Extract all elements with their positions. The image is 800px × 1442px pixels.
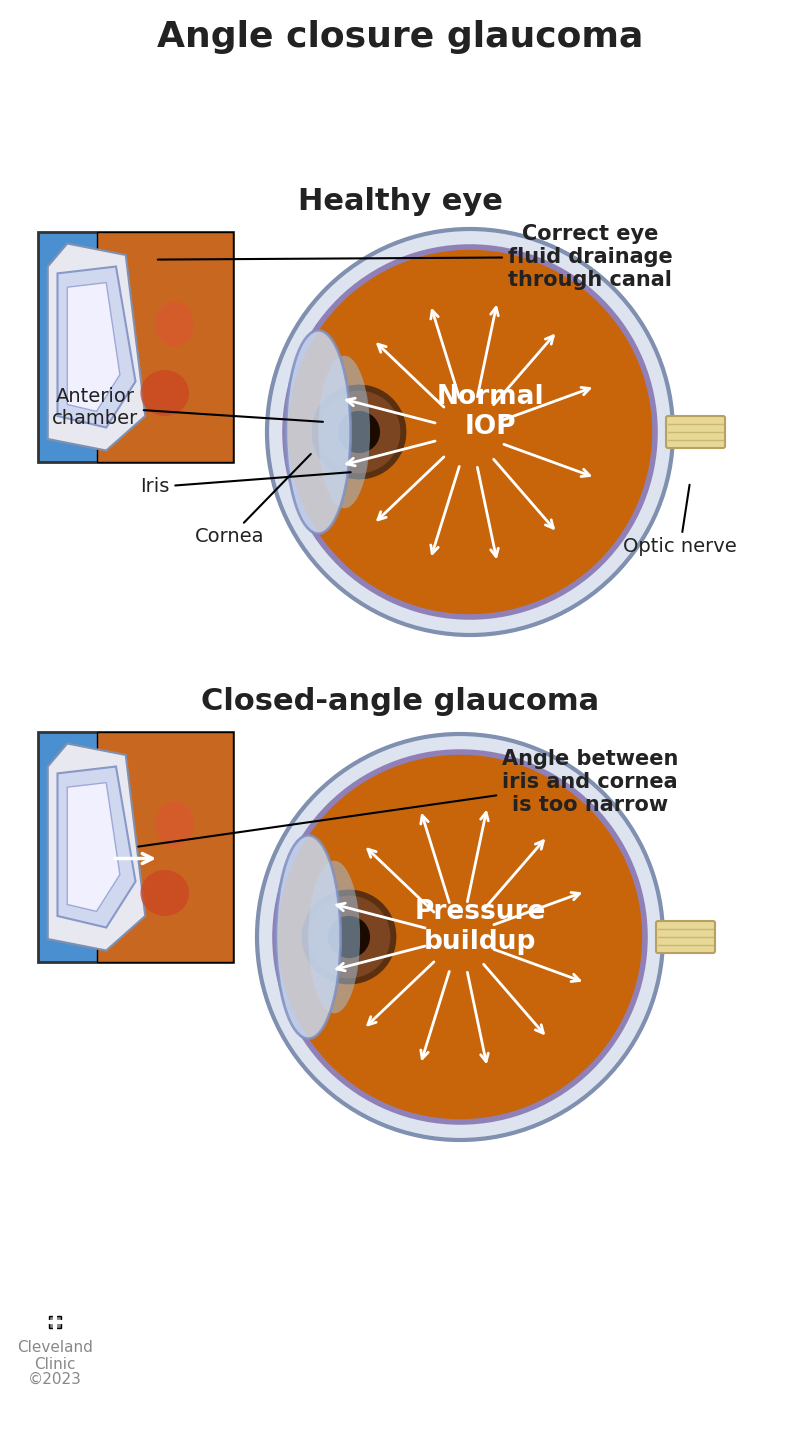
FancyBboxPatch shape — [38, 733, 233, 962]
Text: Cornea: Cornea — [195, 454, 311, 547]
FancyBboxPatch shape — [38, 232, 233, 461]
Ellipse shape — [286, 330, 350, 534]
Polygon shape — [58, 267, 135, 427]
FancyBboxPatch shape — [656, 921, 715, 953]
Circle shape — [275, 751, 645, 1122]
Polygon shape — [58, 767, 135, 927]
Ellipse shape — [276, 835, 341, 1038]
Circle shape — [308, 897, 390, 978]
Text: ©2023: ©2023 — [28, 1371, 82, 1387]
FancyBboxPatch shape — [97, 733, 233, 962]
Polygon shape — [67, 283, 120, 411]
Text: Pressure
buildup: Pressure buildup — [414, 898, 546, 955]
Text: Cleveland
Clinic: Cleveland Clinic — [17, 1340, 93, 1373]
Ellipse shape — [308, 861, 360, 1014]
Polygon shape — [48, 244, 146, 450]
Circle shape — [318, 391, 400, 473]
Text: Angle between
iris and cornea
is too narrow: Angle between iris and cornea is too nar… — [138, 748, 678, 846]
Circle shape — [257, 734, 663, 1141]
Ellipse shape — [155, 301, 194, 348]
Ellipse shape — [140, 870, 189, 916]
Ellipse shape — [140, 371, 189, 415]
Circle shape — [285, 247, 655, 617]
Circle shape — [285, 247, 655, 617]
Circle shape — [302, 890, 396, 983]
Ellipse shape — [155, 800, 194, 846]
Ellipse shape — [318, 356, 370, 509]
Circle shape — [338, 411, 379, 453]
Text: Normal
IOP: Normal IOP — [436, 384, 544, 440]
FancyBboxPatch shape — [666, 415, 725, 448]
Text: Correct eye
fluid drainage
through canal: Correct eye fluid drainage through canal — [158, 224, 672, 290]
Text: Healthy eye: Healthy eye — [298, 187, 502, 216]
Circle shape — [329, 917, 370, 957]
Circle shape — [312, 385, 406, 479]
Text: Iris: Iris — [140, 472, 350, 496]
Text: Closed-angle glaucoma: Closed-angle glaucoma — [201, 688, 599, 717]
Polygon shape — [48, 744, 146, 950]
Polygon shape — [67, 783, 120, 911]
Circle shape — [267, 229, 673, 634]
Circle shape — [275, 751, 645, 1122]
Text: Anterior
chamber: Anterior chamber — [52, 386, 323, 427]
FancyBboxPatch shape — [97, 232, 233, 461]
FancyBboxPatch shape — [49, 1317, 61, 1328]
Text: Angle closure glaucoma: Angle closure glaucoma — [157, 20, 643, 53]
Text: Optic nerve: Optic nerve — [623, 485, 737, 557]
